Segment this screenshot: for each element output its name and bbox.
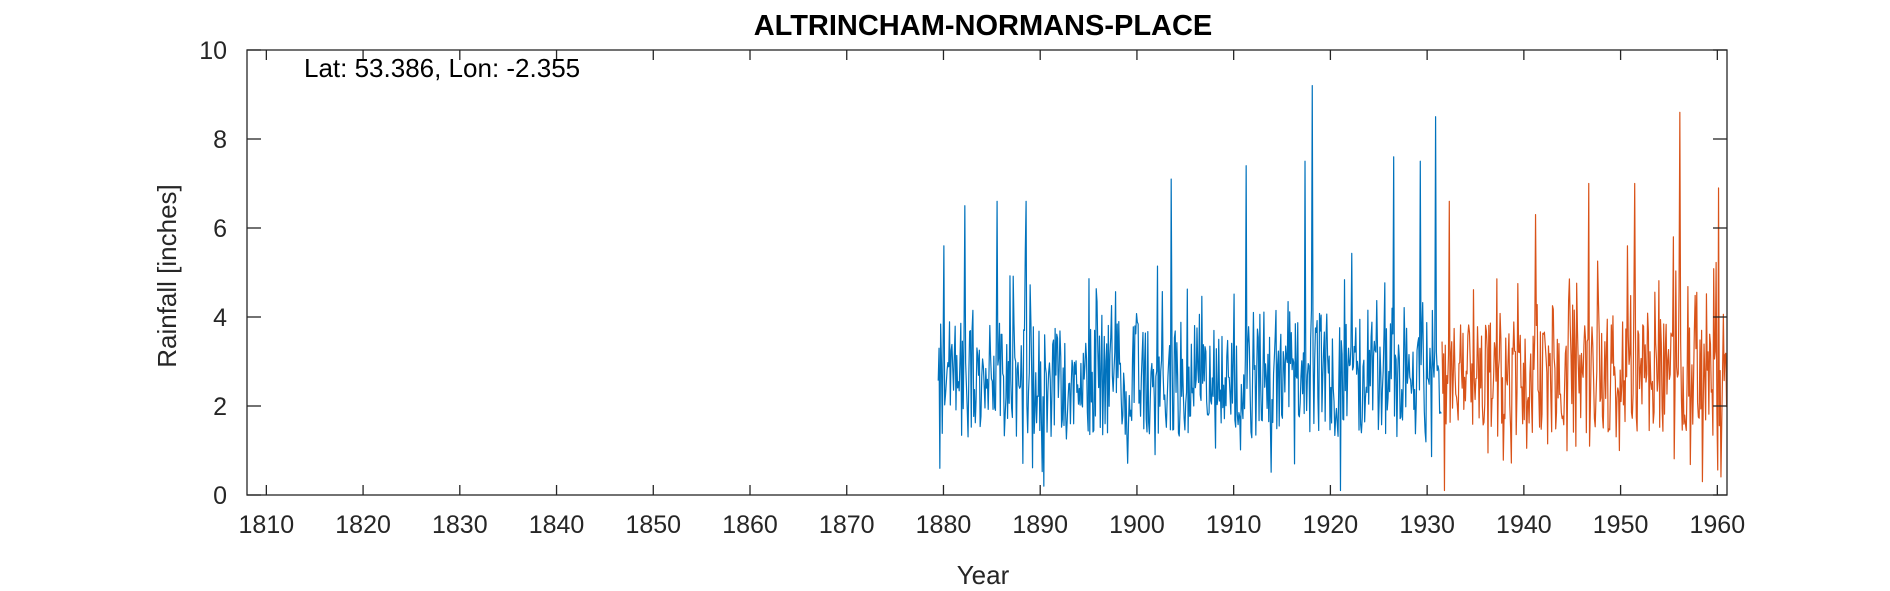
x-tick-label: 1870 xyxy=(819,511,875,539)
y-tick-label: 8 xyxy=(213,126,227,154)
x-tick-label: 1840 xyxy=(529,511,585,539)
x-tick-label: 1860 xyxy=(722,511,778,539)
x-tick-label: 1890 xyxy=(1012,511,1068,539)
ticks-layer: 1810 1820 1830 1840 1850 1860 1870 1880 1890 1900… xyxy=(199,37,1745,539)
x-tick-label: 1830 xyxy=(432,511,488,539)
y-tick-label: 2 xyxy=(213,393,227,421)
y-axis-label: Rainfall [inches] xyxy=(152,184,182,368)
x-axis-label: Year xyxy=(957,560,1010,590)
y-tick-label: 4 xyxy=(213,304,227,332)
x-tick-label: 1820 xyxy=(335,511,391,539)
x-tick-label: 1910 xyxy=(1206,511,1262,539)
x-tick-label: 1810 xyxy=(239,511,295,539)
x-tick-label: 1900 xyxy=(1109,511,1165,539)
x-tick-label: 1920 xyxy=(1303,511,1359,539)
x-tick-label: 1940 xyxy=(1496,511,1552,539)
x-tick-label: 1930 xyxy=(1399,511,1455,539)
coordinate-annotation: Lat: 53.386, Lon: -2.355 xyxy=(304,53,580,83)
axes-layer xyxy=(246,49,1728,496)
y-tick-label: 0 xyxy=(213,482,227,510)
x-tick-label: 1950 xyxy=(1593,511,1649,539)
x-tick-label: 1880 xyxy=(916,511,972,539)
chart-title: ALTRINCHAM-NORMANS-PLACE xyxy=(754,10,1213,42)
x-tick-label: 1960 xyxy=(1690,511,1746,539)
x-tick-label: 1850 xyxy=(625,511,681,539)
series-layer xyxy=(937,85,1728,492)
y-tick-label: 10 xyxy=(199,37,227,65)
y-tick-label: 6 xyxy=(213,215,227,243)
rainfall-series-1-line xyxy=(937,85,1442,492)
plot-frame xyxy=(246,49,1728,496)
rainfall-series-2-line xyxy=(1441,111,1728,492)
